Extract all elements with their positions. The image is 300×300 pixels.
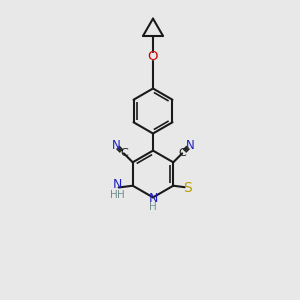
Text: H: H <box>149 202 157 212</box>
Text: S: S <box>183 181 192 195</box>
Text: N: N <box>148 191 158 205</box>
Text: N: N <box>111 139 120 152</box>
Text: N: N <box>186 139 195 152</box>
Text: C: C <box>178 148 186 158</box>
Text: H: H <box>110 190 117 200</box>
Text: O: O <box>148 50 158 63</box>
Text: N: N <box>112 178 122 191</box>
Text: C: C <box>120 148 128 158</box>
Text: H: H <box>117 190 124 200</box>
